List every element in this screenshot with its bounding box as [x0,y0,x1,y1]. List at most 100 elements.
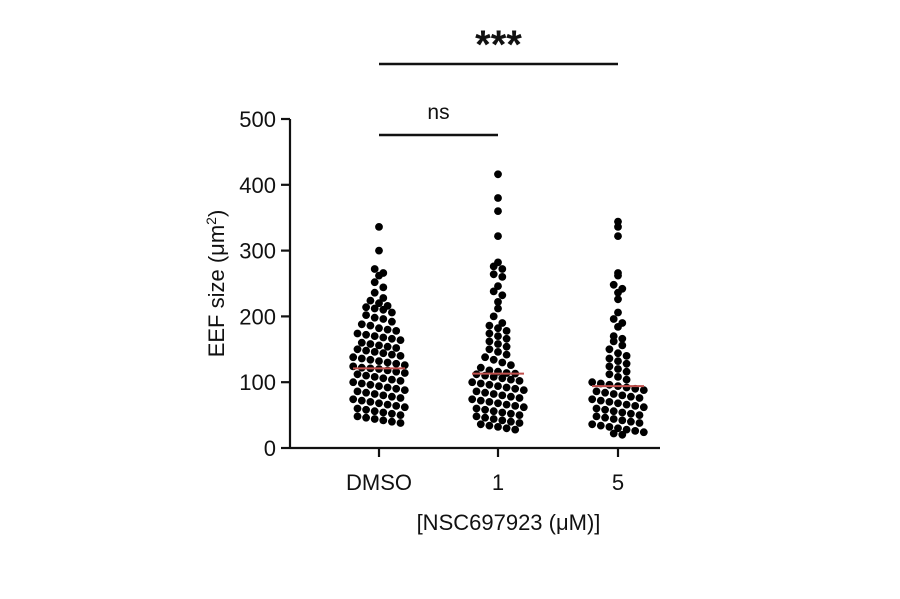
data-point [370,278,379,287]
data-point [375,246,383,255]
data-point [498,273,507,281]
data-point [362,303,370,312]
data-point [366,380,375,389]
data-point [370,348,379,356]
data-point [494,207,502,216]
data-point [601,388,609,397]
data-point [366,355,375,364]
data-point [388,417,396,426]
data-point [485,421,494,430]
data-point [349,353,358,362]
data-point [498,265,507,273]
data-point [400,361,409,369]
data-point [388,392,396,401]
data-point [618,341,627,350]
data-point [370,390,379,398]
y-axis-title: EEF size (μm2) [203,210,229,358]
data-point [494,194,502,202]
data-point [476,420,485,429]
data-point [370,304,379,313]
data-point [494,304,502,313]
data-point [494,423,502,431]
data-point [489,390,498,398]
data-point [592,412,601,421]
data-point [476,363,485,372]
data-point [400,403,409,412]
data-point [614,323,622,331]
data-point [375,271,383,280]
x-tick-label: 5 [612,470,624,495]
data-point [622,352,631,360]
data-point [489,355,498,364]
data-point [353,387,362,396]
data-point [507,375,515,384]
data-point [614,424,622,433]
data-point [400,369,409,377]
data-point [353,404,362,413]
data-point [614,295,622,304]
data-point [588,395,597,404]
data-point [515,419,524,427]
data-point [605,380,614,389]
data-point [609,315,618,323]
data-point [353,329,362,338]
data-point [476,379,485,388]
data-point [605,398,614,406]
data-point [396,336,405,344]
data-point [375,382,383,390]
data-point [622,425,631,434]
data-point [383,325,392,334]
data-point [468,378,477,387]
data-point [379,408,388,417]
data-points [349,170,648,439]
data-point [622,400,631,409]
data-point [614,349,622,358]
x-tick-label: 1 [492,470,504,495]
data-point [489,270,498,279]
data-point [618,416,627,425]
data-point [396,352,405,360]
data-point [609,429,618,438]
data-point [485,345,494,354]
data-point [618,430,627,439]
data-point [498,391,507,400]
data-point [375,299,383,308]
data-point [366,321,375,330]
data-point [494,282,502,290]
data-point [639,386,648,394]
data-point [614,399,622,408]
data-point [396,377,405,385]
data-point [494,340,502,348]
data-point [614,271,622,280]
data-point [627,392,635,401]
data-point [383,383,392,392]
data-point [609,407,618,416]
data-point [472,387,481,396]
data-point [375,357,383,365]
data-point [494,298,502,306]
data-point [370,415,379,423]
significance-annotations: ns *** [379,23,618,137]
x-ticks: DMSO 1 5 [346,448,624,495]
data-point [592,404,601,413]
data-point [622,383,631,392]
axis-layer [288,119,660,450]
data-point [392,359,401,368]
data-point [485,337,494,346]
data-point [349,378,358,387]
data-point [494,382,502,390]
data-point [511,402,520,410]
data-point [498,291,507,300]
data-point [605,370,614,379]
data-point [396,411,405,419]
data-point [349,395,358,404]
data-point [614,308,622,317]
data-point [476,396,485,405]
y-tick-label: 100 [239,370,276,395]
data-point [596,396,605,405]
data-point [366,296,375,305]
data-point [388,375,396,384]
x-tick-label: DMSO [346,470,412,495]
